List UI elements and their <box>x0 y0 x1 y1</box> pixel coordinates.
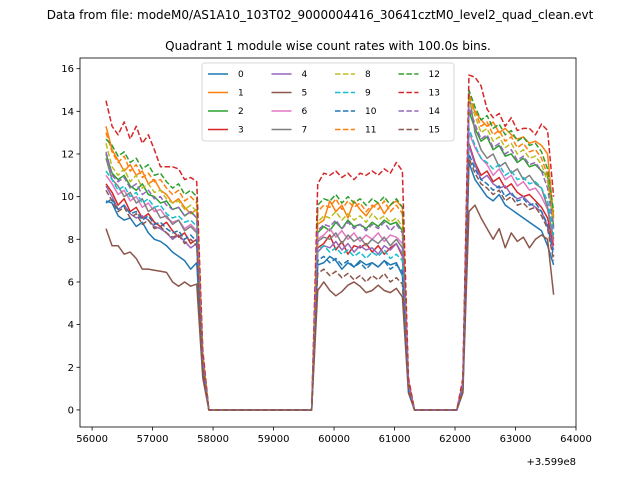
y-tick-label: 10 <box>61 192 74 203</box>
chart-title: Quadrant 1 module wise count rates with … <box>165 39 491 53</box>
legend-box <box>201 62 455 142</box>
legend-label-3: 3 <box>238 126 244 136</box>
figure-suptitle: Data from file: modeM0/AS1A10_103T02_900… <box>47 8 594 22</box>
legend-label-5: 5 <box>302 89 308 99</box>
x-tick-label: 58000 <box>197 434 229 445</box>
y-tick-label: 6 <box>68 277 74 288</box>
series-line-6 <box>105 131 555 411</box>
x-axis: 56000 57000 58000 59000 60000 61000 62000 63000… <box>76 427 592 445</box>
legend-label-2: 2 <box>238 107 244 117</box>
series-line-13 <box>105 74 555 411</box>
legend-label-0: 0 <box>238 70 244 80</box>
y-axis: 0 2 4 6 8 10 12 14 16 <box>61 64 80 416</box>
legend-label-6: 6 <box>302 107 308 117</box>
series-line-1 <box>105 99 555 411</box>
series-line-10 <box>105 153 555 411</box>
x-tick-label: 60000 <box>318 434 350 445</box>
legend-label-14: 14 <box>429 107 441 117</box>
x-tick-label: 56000 <box>76 434 108 445</box>
series-line-11 <box>105 93 555 411</box>
series-line-9 <box>105 127 555 411</box>
series-line-14 <box>105 106 555 411</box>
y-tick-label: 2 <box>68 363 74 374</box>
y-tick-label: 8 <box>68 235 74 246</box>
y-tick-label: 16 <box>61 64 74 75</box>
legend-label-8: 8 <box>365 70 371 80</box>
series-line-2 <box>105 110 555 411</box>
x-tick-label: 64000 <box>560 434 592 445</box>
x-tick-label: 59000 <box>258 434 290 445</box>
y-tick-label: 14 <box>61 107 74 118</box>
legend-label-1: 1 <box>238 89 244 99</box>
series-line-15 <box>105 157 555 411</box>
legend-label-15: 15 <box>429 126 440 136</box>
series-line-7 <box>105 91 555 411</box>
series-line-5 <box>105 204 555 411</box>
axes-frame <box>79 57 577 428</box>
legend-label-7: 7 <box>302 126 308 136</box>
y-tick-label: 0 <box>68 405 74 416</box>
legend-label-12: 12 <box>429 70 440 80</box>
legend-label-11: 11 <box>365 126 376 136</box>
legend-label-13: 13 <box>429 89 440 99</box>
y-tick-label: 12 <box>61 149 74 160</box>
x-tick-label: 63000 <box>500 434 532 445</box>
legend-label-10: 10 <box>365 107 377 117</box>
series-line-4 <box>105 144 555 411</box>
series-line-3 <box>105 142 555 411</box>
series-line-8 <box>105 97 555 411</box>
x-tick-label: 62000 <box>439 434 471 445</box>
legend-label-4: 4 <box>302 70 308 80</box>
legend-label-9: 9 <box>365 89 371 99</box>
x-axis-offset-label: +3.599e8 <box>526 457 576 468</box>
y-tick-label: 4 <box>68 320 74 331</box>
x-tick-label: 61000 <box>379 434 411 445</box>
x-tick-label: 57000 <box>137 434 169 445</box>
series-line-0 <box>105 161 555 411</box>
series-line-12 <box>105 89 555 411</box>
